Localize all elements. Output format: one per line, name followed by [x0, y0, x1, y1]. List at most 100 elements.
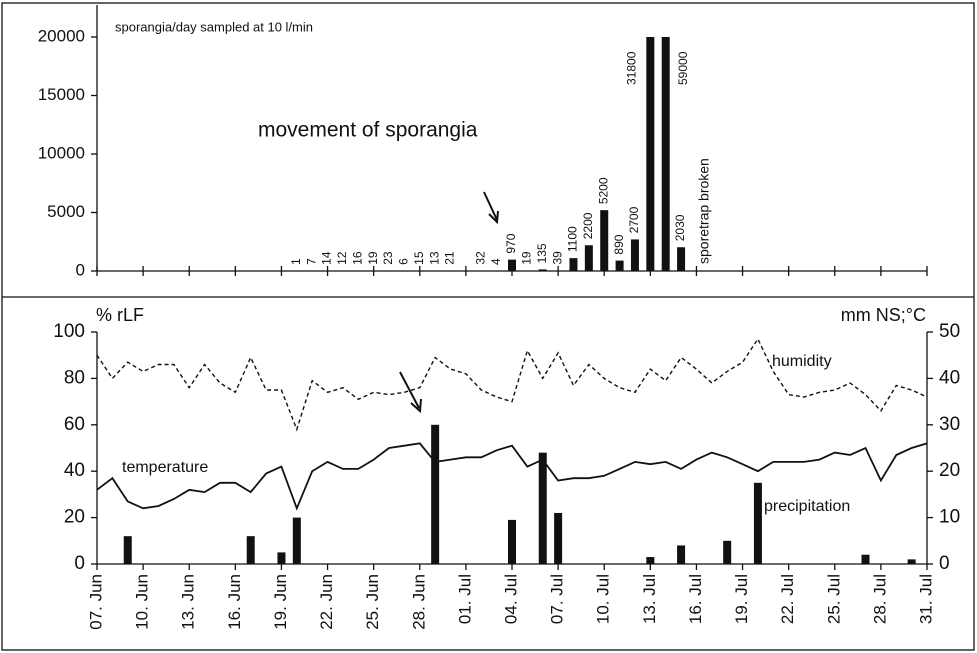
value-label: 14	[320, 251, 334, 265]
bar	[569, 258, 578, 271]
bar	[723, 540, 732, 564]
x-tick-label: 01. Jul	[455, 574, 474, 624]
value-label: 23	[381, 251, 395, 265]
y-tick-label: 15000	[38, 85, 85, 104]
y-tick-label: 40	[64, 460, 85, 481]
bar	[277, 552, 286, 564]
chart-title: movement of sporangia	[258, 119, 478, 142]
bar	[615, 260, 624, 271]
x-tick-label: 16. Jul	[686, 574, 705, 624]
y2-tick-label: 0	[939, 553, 950, 574]
value-label: 12	[335, 251, 349, 265]
value-label: 135	[535, 243, 549, 263]
x-tick-label: 13. Jul	[640, 574, 659, 624]
x-tick-label: 16. Jun	[225, 574, 244, 630]
y-axis-label: % rLF	[96, 305, 144, 325]
y-tick-label: 80	[64, 367, 85, 388]
annotation: sporetrap broken	[696, 158, 712, 264]
value-label: 59000	[676, 51, 690, 85]
value-label: 5200	[596, 177, 610, 204]
bar	[753, 482, 762, 564]
y-tick-label: 20	[64, 507, 85, 528]
bar	[538, 269, 547, 271]
arrow	[483, 191, 499, 225]
x-tick-label: 19. Jun	[271, 574, 290, 630]
y2-axis-label: mm NS;°C	[841, 305, 926, 325]
value-label: 2030	[673, 214, 687, 241]
x-tick-label: 07. Jun	[86, 574, 105, 630]
value-label: 32	[473, 251, 487, 265]
y-tick-label: 20000	[38, 26, 85, 45]
bar	[508, 519, 516, 564]
bar	[508, 259, 516, 271]
bar	[538, 452, 547, 564]
y-tick-label: 100	[53, 321, 85, 342]
x-tick-label: 22. Jul	[778, 574, 797, 624]
bar	[431, 424, 440, 564]
bar	[646, 37, 655, 271]
value-label: 19	[366, 251, 380, 265]
bars	[292, 37, 686, 271]
y-tick-label: 5000	[47, 202, 85, 221]
y-tick-label: 0	[76, 260, 85, 279]
y-tick-label: 10000	[38, 143, 85, 162]
value-label: 39	[550, 251, 564, 265]
bar	[630, 239, 639, 271]
x-tick-label: 10. Jul	[594, 574, 613, 624]
x-tick-label: 31. Jul	[916, 574, 935, 624]
value-label: 15	[412, 251, 426, 265]
bar	[600, 210, 609, 271]
bar	[292, 517, 301, 564]
bar	[646, 557, 655, 564]
bar	[661, 37, 670, 271]
value-label: 1100	[566, 226, 580, 252]
y2-tick-label: 50	[939, 321, 960, 342]
x-tick-label: 13. Jun	[179, 574, 198, 630]
x-tick-label: 19. Jul	[732, 574, 751, 624]
y2-tick-label: 10	[939, 507, 960, 528]
bar	[861, 554, 870, 564]
arrow	[399, 371, 422, 414]
value-label: 1	[289, 258, 303, 265]
bar	[677, 247, 686, 271]
value-label: 7	[304, 258, 318, 265]
series-label: precipitation	[764, 498, 850, 515]
bar	[907, 559, 916, 564]
bar	[584, 245, 593, 271]
chart-subtitle: sporangia/day sampled at 10 l/min	[115, 19, 313, 34]
y2-tick-label: 20	[939, 460, 960, 481]
line-series	[96, 337, 928, 432]
y2-tick-label: 40	[939, 367, 960, 388]
value-label: 19	[520, 251, 534, 265]
x-tick-label: 25. Jul	[824, 574, 843, 624]
value-label: 890	[612, 234, 626, 254]
value-label: 21	[443, 251, 457, 265]
bar	[246, 536, 255, 564]
value-label: 2200	[581, 212, 595, 239]
bar	[123, 536, 132, 564]
x-tick-label: 28. Jul	[870, 574, 889, 624]
x-tick-label: 25. Jun	[363, 574, 382, 630]
bar	[677, 545, 686, 564]
y-tick-label: 60	[64, 414, 85, 435]
value-label: 970	[504, 233, 518, 253]
value-label: 16	[350, 251, 364, 265]
y2-tick-label: 30	[939, 414, 960, 435]
value-label: 6	[397, 258, 411, 265]
series-label: humidity	[772, 353, 832, 370]
value-label: 4	[489, 258, 503, 265]
y-tick-label: 0	[74, 553, 85, 574]
value-label: 31800	[625, 51, 639, 85]
x-tick-label: 28. Jun	[409, 574, 428, 630]
value-label: 2700	[627, 206, 641, 233]
value-label: 13	[427, 251, 441, 265]
series-label: temperature	[122, 459, 208, 476]
line-series	[96, 442, 928, 511]
x-tick-label: 07. Jul	[548, 574, 567, 624]
x-tick-label: 22. Jun	[317, 574, 336, 630]
bar	[554, 512, 563, 564]
x-tick-label: 04. Jul	[501, 574, 520, 624]
x-tick-label: 10. Jun	[133, 574, 152, 630]
